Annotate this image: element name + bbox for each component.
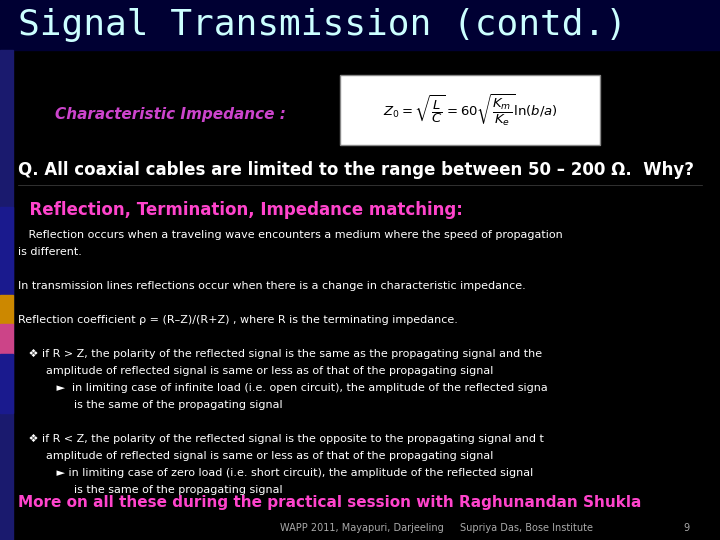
Text: is different.: is different.	[18, 247, 82, 257]
Text: Signal Transmission (contd.): Signal Transmission (contd.)	[18, 8, 627, 42]
Text: More on all these during the practical session with Raghunandan Shukla: More on all these during the practical s…	[18, 495, 642, 510]
Text: In transmission lines reflections occur when there is a change in characteristic: In transmission lines reflections occur …	[18, 281, 526, 291]
Text: WAPP 2011, Mayapuri, Darjeeling: WAPP 2011, Mayapuri, Darjeeling	[280, 523, 444, 533]
Text: $Z_0 = \sqrt{\dfrac{L}{C}} = 60\sqrt{\dfrac{K_m}{K_e}}\ln(b/a)$: $Z_0 = \sqrt{\dfrac{L}{C}} = 60\sqrt{\df…	[382, 92, 557, 128]
Bar	[0, 354, 13, 383]
Bar	[0, 325, 13, 354]
Text: is the same of the propagating signal: is the same of the propagating signal	[18, 400, 283, 410]
Text: Characteristic Impedance :: Characteristic Impedance :	[55, 107, 286, 123]
Text: Reflection, Termination, Impedance matching:: Reflection, Termination, Impedance match…	[18, 201, 463, 219]
Text: ❖ if R < Z, the polarity of the reflected signal is the opposite to the propagat: ❖ if R < Z, the polarity of the reflecte…	[18, 434, 544, 444]
Bar	[0, 0, 720, 50]
Text: Q. All coaxial cables are limited to the range between 50 – 200 Ω.  Why?: Q. All coaxial cables are limited to the…	[18, 161, 694, 179]
Bar	[0, 295, 13, 325]
Text: Reflection coefficient ρ = (R–Z)/(R+Z) , where R is the terminating impedance.: Reflection coefficient ρ = (R–Z)/(R+Z) ,…	[18, 315, 458, 325]
Bar	[0, 236, 13, 266]
Bar	[340, 75, 600, 145]
Text: is the same of the propagating signal: is the same of the propagating signal	[18, 485, 283, 495]
Text: amplitude of reflected signal is same or less as of that of the propagating sign: amplitude of reflected signal is same or…	[18, 451, 493, 461]
Text: amplitude of reflected signal is same or less as of that of the propagating sign: amplitude of reflected signal is same or…	[18, 366, 493, 376]
Text: ► in limiting case of zero load (i.e. short circuit), the amplitude of the refle: ► in limiting case of zero load (i.e. sh…	[18, 468, 534, 478]
Bar	[0, 207, 13, 236]
Bar	[0, 50, 13, 540]
Bar	[0, 266, 13, 295]
Text: Reflection occurs when a traveling wave encounters a medium where the speed of p: Reflection occurs when a traveling wave …	[18, 230, 563, 240]
Text: 9: 9	[684, 523, 690, 533]
Text: ❖ if R > Z, the polarity of the reflected signal is the same as the propagating : ❖ if R > Z, the polarity of the reflecte…	[18, 349, 542, 359]
Bar	[0, 383, 13, 413]
Text: Supriya Das, Bose Institute: Supriya Das, Bose Institute	[460, 523, 593, 533]
Text: ►  in limiting case of infinite load (i.e. open circuit), the amplitude of the r: ► in limiting case of infinite load (i.e…	[18, 383, 548, 393]
